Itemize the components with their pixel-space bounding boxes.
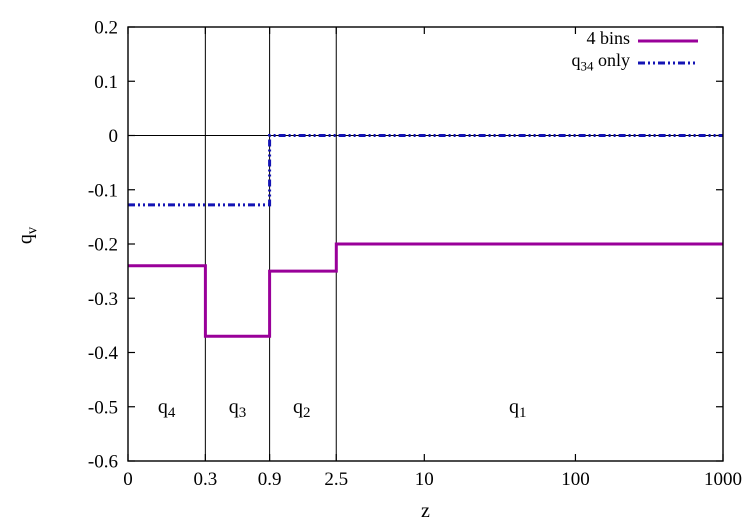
y-axis-label: qv [15,216,42,256]
legend-line-sample-dashdot [638,61,698,64]
legend-item-4bins: 4 bins [572,28,698,53]
y-axis-label-base: q [14,234,37,245]
y-tick-label: 0.2 [94,18,118,39]
x-tick-label: 2.5 [324,469,348,490]
y-tick-label: -0.6 [88,452,118,473]
x-tick-label: 0.9 [258,469,282,490]
y-tick-label: 0 [109,126,119,147]
y-tick-label: -0.5 [88,397,118,418]
series-line-1 [128,134,723,207]
legend-line-sample-solid [638,39,698,42]
legend-label-4bins: 4 bins [586,28,630,53]
legend-label-q34only: q34 only [572,50,630,75]
region-label: q4 [158,396,176,421]
y-tick-label: -0.3 [88,289,118,310]
x-tick-label: 100 [561,469,590,490]
region-label: q3 [229,396,247,421]
y-tick-label: -0.4 [88,343,119,364]
legend-item-q34only: q34 only [572,50,698,75]
x-tick-label: 0 [123,469,133,490]
x-tick-label: 0.3 [193,469,217,490]
legend-label-text: q [571,50,581,71]
y-tick-label: -0.2 [88,235,118,256]
region-label: q2 [293,396,311,421]
x-tick-label: 1000 [704,469,742,490]
region-label: q1 [509,396,527,421]
legend-label-text: 4 bins [586,28,630,49]
legend-label-sub: 34 [580,58,594,74]
y-tick-label: 0.1 [94,72,118,93]
legend: 4 bins q34 only [572,28,698,75]
plot-border [127,26,724,462]
legend-label-text: only [593,50,630,71]
x-tick-label: 10 [415,469,434,490]
y-axis-label-sub: v [24,226,41,235]
y-tick-label: -0.1 [88,180,118,201]
series-line-0 [128,242,723,338]
x-axis-label: z [421,500,430,522]
